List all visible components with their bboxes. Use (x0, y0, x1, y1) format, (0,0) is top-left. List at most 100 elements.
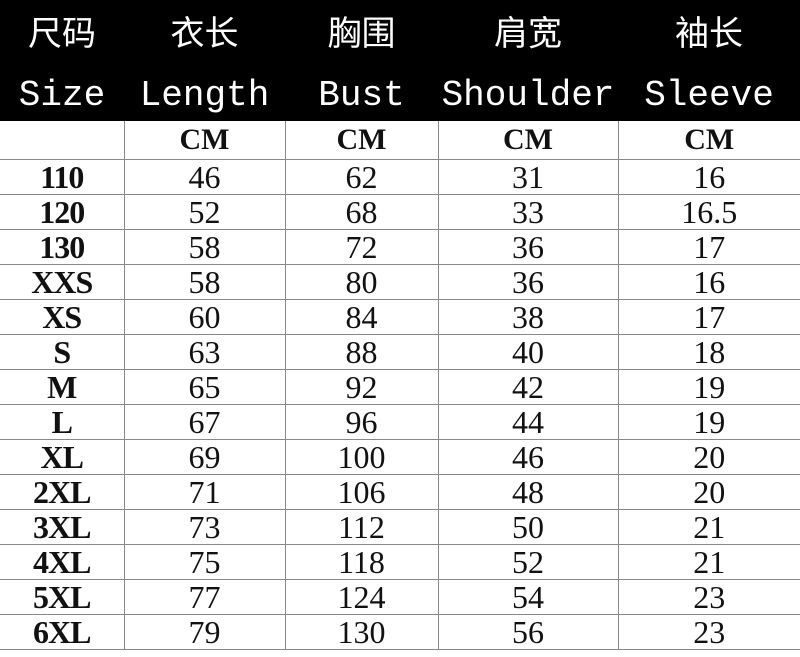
cell-shoulder: 50 (437, 509, 619, 545)
cell-length: 79 (123, 614, 286, 650)
cell-size: XS (0, 299, 125, 335)
cell-size: L (0, 404, 125, 440)
cell-shoulder: 52 (437, 544, 619, 580)
cell-size: M (0, 369, 125, 405)
cell-shoulder: 48 (437, 474, 619, 510)
cell-bust: 124 (284, 579, 439, 615)
cell-shoulder: 44 (437, 404, 619, 440)
cell-size: 4XL (0, 544, 125, 580)
cell-size: 2XL (0, 474, 125, 510)
cell-shoulder: 33 (437, 194, 619, 230)
header-bust: 胸围 Bust (285, 0, 438, 121)
cell-bust: 96 (284, 404, 439, 440)
unit-row: CM CM CM CM (0, 121, 800, 160)
unit-sleeve: CM (617, 121, 800, 160)
cell-bust: 80 (284, 264, 439, 300)
header-bust-en: Bust (318, 75, 405, 116)
unit-size (0, 121, 125, 160)
cell-size: 130 (0, 229, 125, 265)
unit-bust: CM (284, 121, 439, 160)
cell-length: 69 (123, 439, 286, 475)
cell-sleeve: 17 (617, 229, 800, 265)
table-row: 2XL 71 106 48 20 (0, 474, 800, 510)
header-size: 尺码 Size (0, 0, 124, 121)
table-header: 尺码 Size 衣长 Length 胸围 Bust 肩宽 Shoulder 袖长 Sleeve (0, 0, 800, 121)
cell-size: 5XL (0, 579, 125, 615)
cell-length: 46 (123, 159, 286, 195)
cell-length: 73 (123, 509, 286, 545)
cell-sleeve: 20 (617, 439, 800, 475)
cell-bust: 62 (284, 159, 439, 195)
cell-length: 77 (123, 579, 286, 615)
cell-sleeve: 19 (617, 404, 800, 440)
cell-size: XL (0, 439, 125, 475)
cell-length: 67 (123, 404, 286, 440)
header-size-zh: 尺码 (28, 14, 96, 54)
cell-shoulder: 42 (437, 369, 619, 405)
cell-bust: 84 (284, 299, 439, 335)
cell-sleeve: 23 (617, 579, 800, 615)
cell-sleeve: 21 (617, 509, 800, 545)
cell-sleeve: 17 (617, 299, 800, 335)
header-bust-zh: 胸围 (327, 14, 396, 54)
table-row: S 63 88 40 18 (0, 334, 800, 370)
cell-length: 58 (123, 229, 286, 265)
cell-size: 6XL (0, 614, 125, 650)
header-size-en: Size (18, 75, 106, 116)
header-length: 衣长 Length (124, 0, 285, 121)
table-row: 4XL 75 118 52 21 (0, 544, 800, 580)
table-row: L 67 96 44 19 (0, 404, 800, 440)
header-length-en: Length (139, 75, 270, 116)
table-row: XS 60 84 38 17 (0, 299, 800, 335)
table-row: 3XL 73 112 50 21 (0, 509, 800, 545)
table-row: M 65 92 42 19 (0, 369, 800, 405)
cell-shoulder: 40 (437, 334, 619, 370)
cell-size: 120 (0, 194, 125, 230)
cell-length: 52 (123, 194, 286, 230)
cell-length: 75 (123, 544, 286, 580)
table-row: XL 69 100 46 20 (0, 439, 800, 475)
cell-bust: 130 (284, 614, 439, 650)
cell-sleeve: 21 (617, 544, 800, 580)
unit-length: CM (123, 121, 286, 160)
cell-length: 63 (123, 334, 286, 370)
cell-size: XXS (0, 264, 125, 300)
cell-sleeve: 16 (617, 159, 800, 195)
table-row: 130 58 72 36 17 (0, 229, 800, 265)
cell-bust: 118 (284, 544, 439, 580)
table-row: 110 46 62 31 16 (0, 159, 800, 195)
header-shoulder-en: Shoulder (441, 75, 615, 116)
cell-bust: 112 (284, 509, 439, 545)
cell-shoulder: 38 (437, 299, 619, 335)
cell-sleeve: 19 (617, 369, 800, 405)
cell-length: 71 (123, 474, 286, 510)
table-row: 6XL 79 130 56 23 (0, 614, 800, 650)
cell-shoulder: 46 (437, 439, 619, 475)
cell-sleeve: 16.5 (617, 194, 800, 230)
cell-bust: 100 (284, 439, 439, 475)
cell-sleeve: 20 (617, 474, 800, 510)
header-shoulder-zh: 肩宽 (494, 14, 562, 54)
cell-sleeve: 16 (617, 264, 800, 300)
unit-shoulder: CM (437, 121, 619, 160)
table-row: 5XL 77 124 54 23 (0, 579, 800, 615)
cell-size: S (0, 334, 125, 370)
header-sleeve-en: Sleeve (644, 75, 774, 116)
cell-bust: 106 (284, 474, 439, 510)
table-row: 120 52 68 33 16.5 (0, 194, 800, 230)
table-row: XXS 58 80 36 16 (0, 264, 800, 300)
header-shoulder: 肩宽 Shoulder (438, 0, 618, 121)
cell-bust: 92 (284, 369, 439, 405)
cell-shoulder: 36 (437, 229, 619, 265)
header-sleeve: 袖长 Sleeve (618, 0, 800, 121)
cell-sleeve: 23 (617, 614, 800, 650)
cell-shoulder: 31 (437, 159, 619, 195)
cell-shoulder: 36 (437, 264, 619, 300)
cell-bust: 68 (284, 194, 439, 230)
cell-length: 65 (123, 369, 286, 405)
cell-shoulder: 54 (437, 579, 619, 615)
cell-shoulder: 56 (437, 614, 619, 650)
cell-size: 110 (0, 159, 125, 195)
cell-size: 3XL (0, 509, 125, 545)
header-length-zh: 衣长 (170, 14, 239, 54)
